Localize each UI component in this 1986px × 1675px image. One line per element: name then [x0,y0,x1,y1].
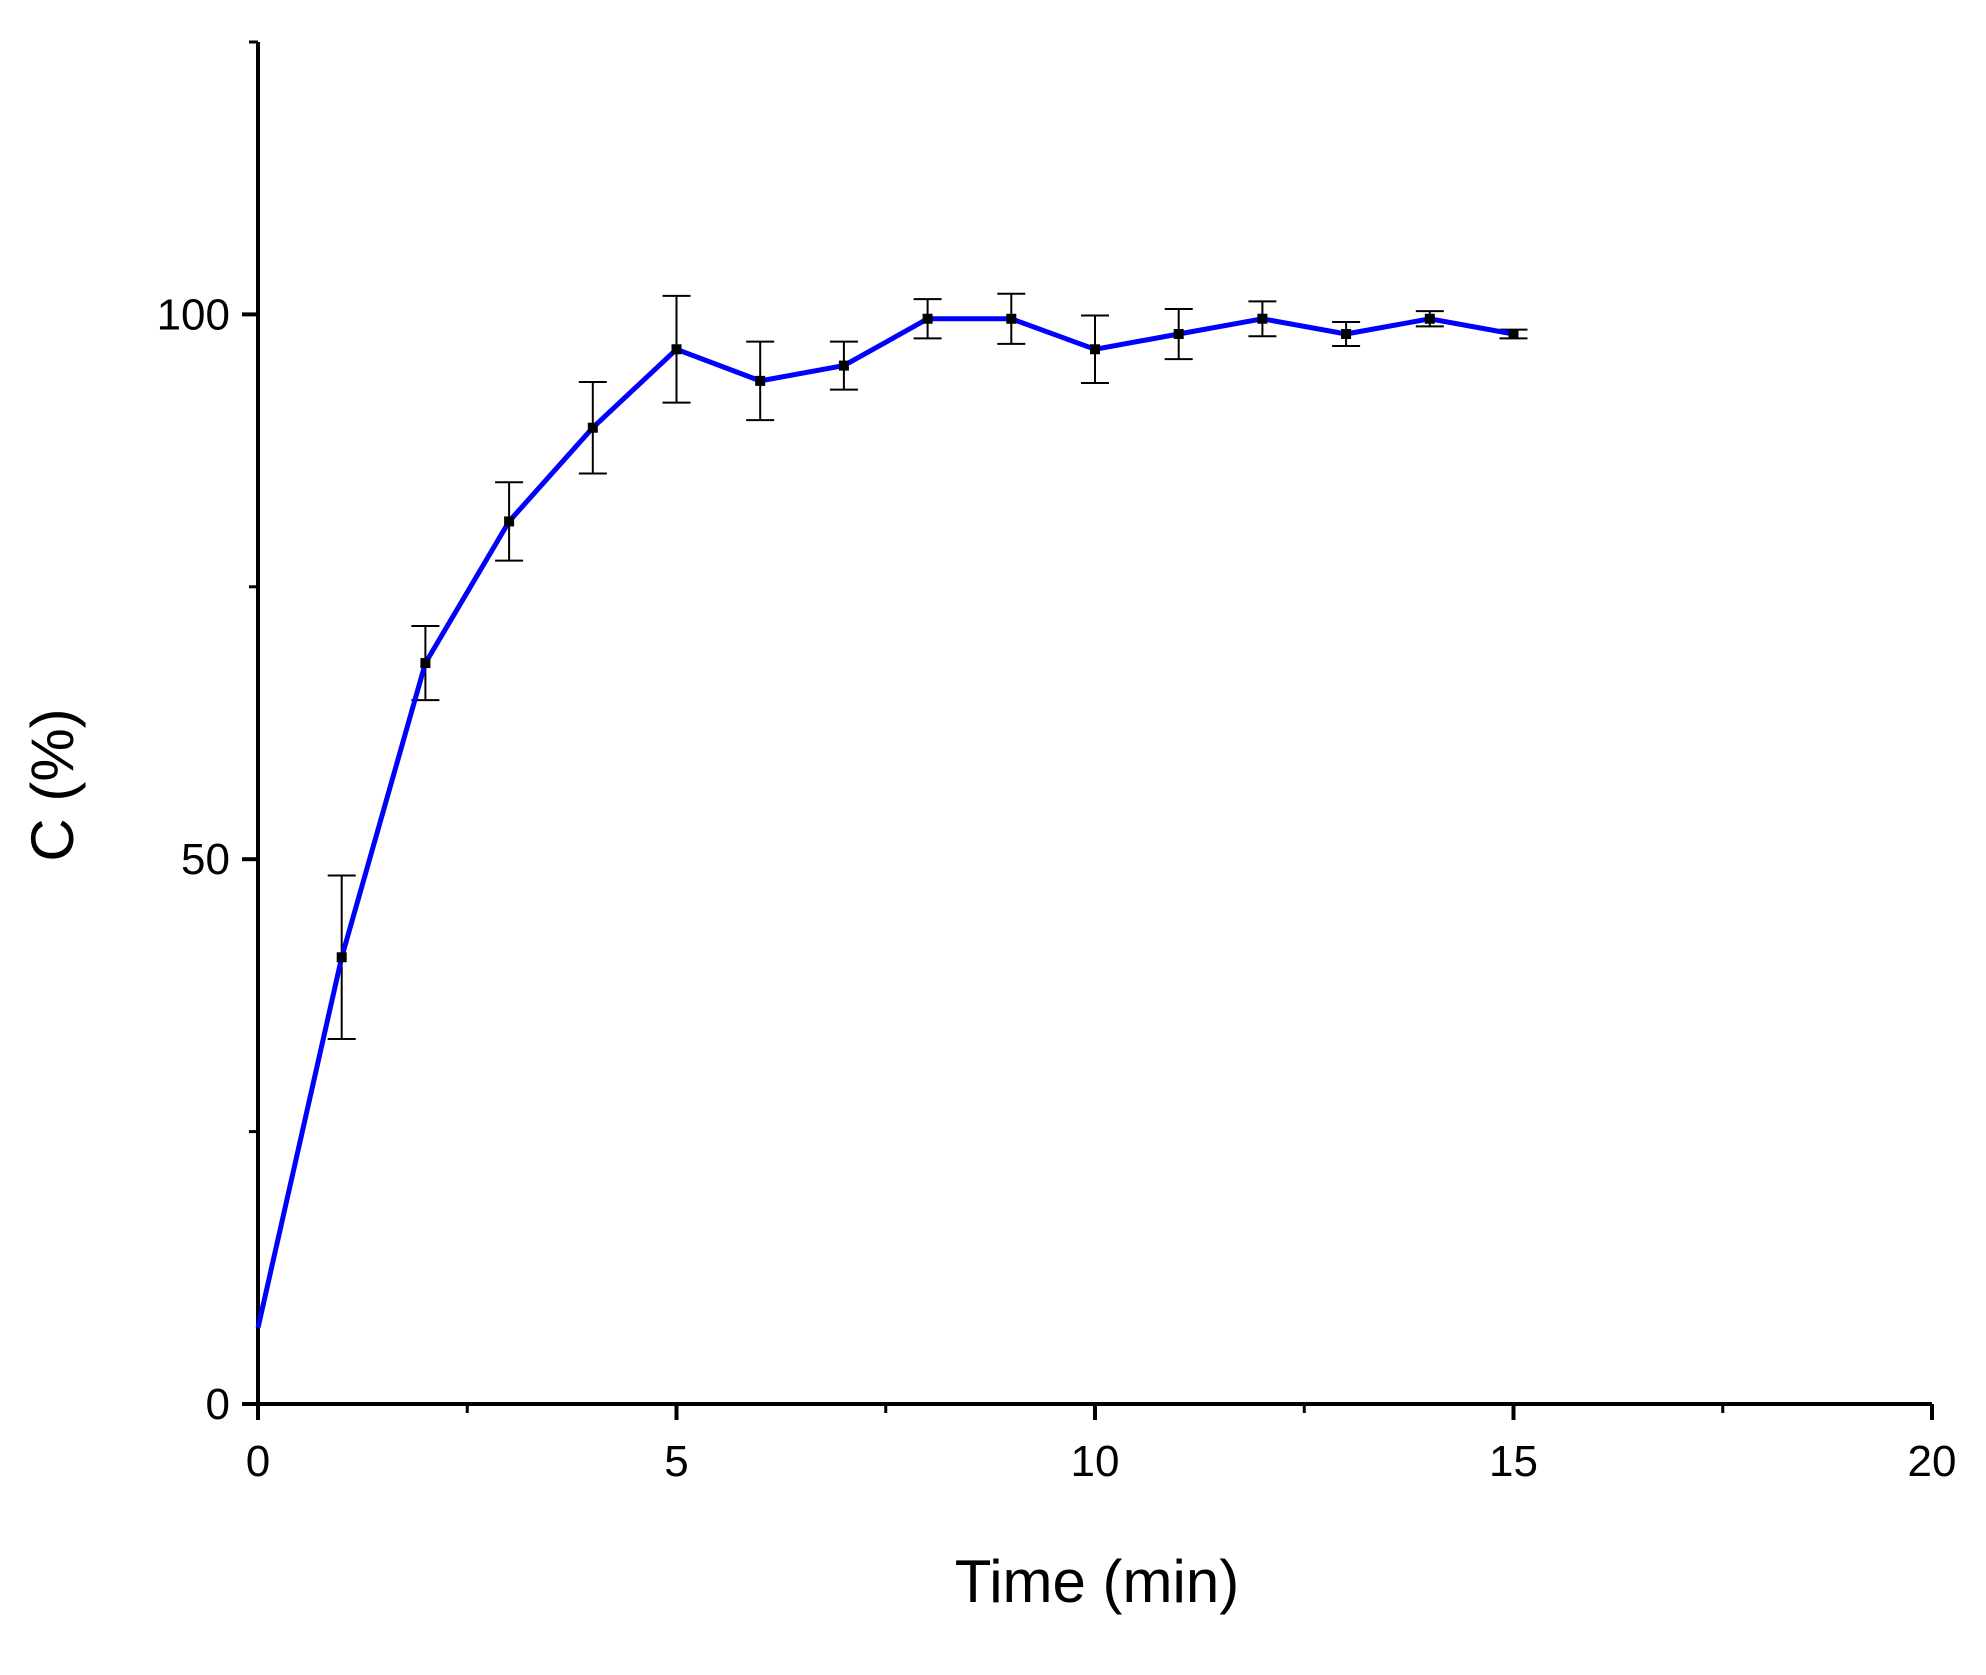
data-point [1424,313,1435,324]
data-point [420,658,431,669]
x-tick-label: 5 [664,1437,688,1486]
data-point [1006,313,1017,324]
data-point [922,313,933,324]
x-tick-label: 15 [1489,1437,1538,1486]
data-point [1257,313,1268,324]
x-tick-label: 10 [1071,1437,1120,1486]
y-tick-label: 100 [157,290,230,339]
y-tick-label: 50 [181,835,230,884]
y-tick-label: 0 [206,1380,230,1429]
axes [256,42,1932,1406]
x-tick-label: 0 [246,1437,270,1486]
y-axis-title: C (%) [19,708,86,861]
series [255,292,1528,1329]
data-point [336,952,347,963]
data-point [755,375,766,386]
data-point [1341,329,1352,340]
data-point [1508,329,1519,340]
ticks [242,40,1934,1420]
data-point [587,422,598,433]
data-point [838,360,849,371]
x-tick-label: 20 [1908,1437,1957,1486]
x-axis-title: Time (min) [955,1548,1239,1615]
series [255,292,1528,1329]
data-point [504,516,515,527]
tick-labels: 0 5 10 15 20 0 50 100 [157,290,1957,1486]
data-point [1173,329,1184,340]
series-line [255,316,1514,1329]
data-point [671,344,682,355]
data-point [1090,344,1100,355]
